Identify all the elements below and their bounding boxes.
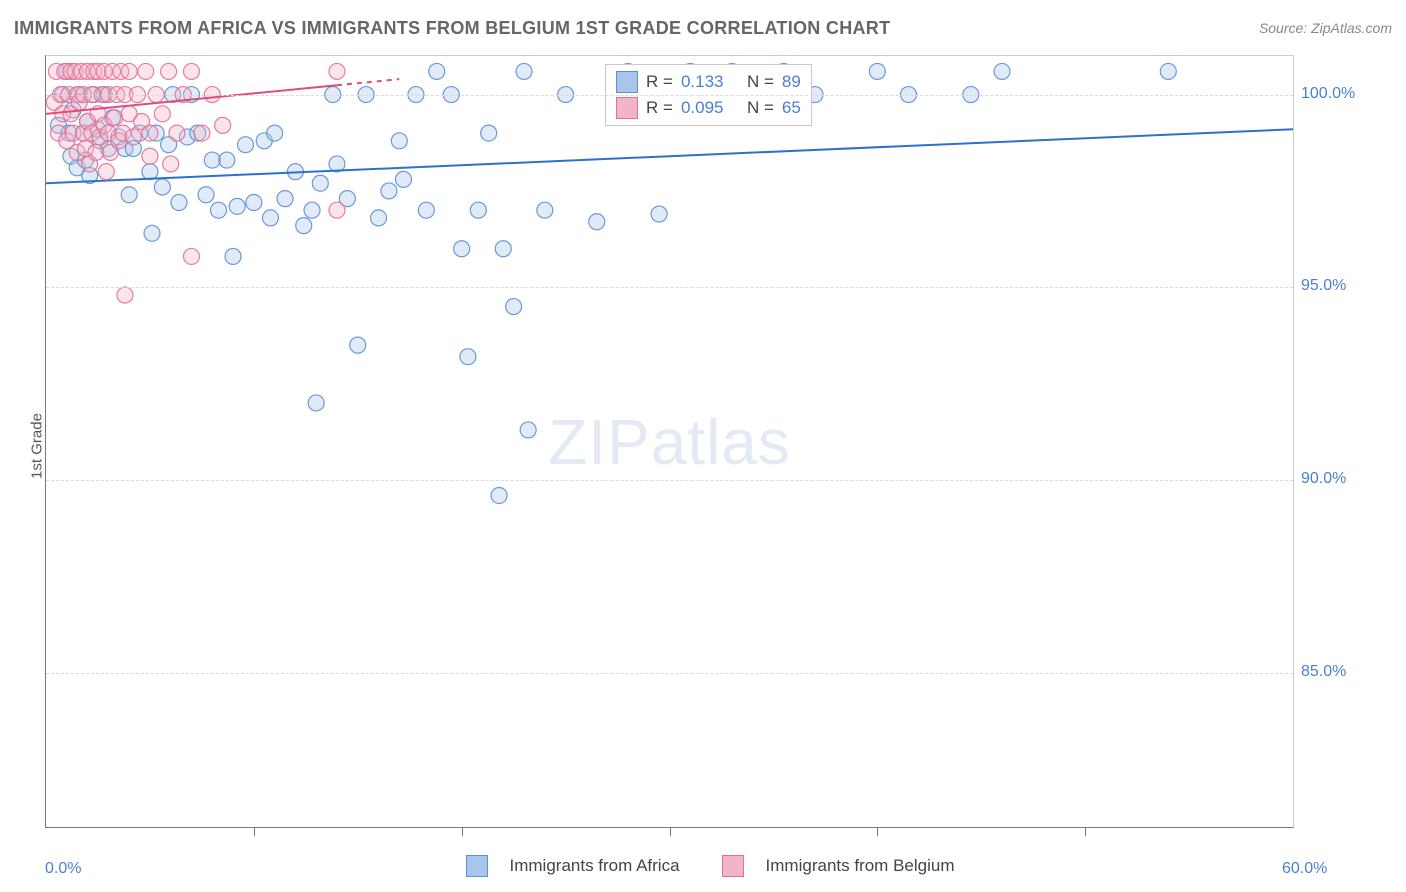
- scatter-plot-area: ZIPatlas R = 0.133N = 89R = 0.095N = 65 …: [45, 55, 1294, 828]
- data-point: [495, 241, 511, 257]
- data-point: [506, 299, 522, 315]
- data-point: [246, 194, 262, 210]
- data-point: [381, 183, 397, 199]
- data-point: [154, 106, 170, 122]
- data-point: [169, 125, 185, 141]
- data-point: [117, 287, 133, 303]
- data-point: [107, 110, 123, 126]
- data-point: [470, 202, 486, 218]
- data-point: [183, 63, 199, 79]
- y-tick-label: 95.0%: [1301, 277, 1389, 295]
- data-point: [183, 248, 199, 264]
- data-point: [1160, 63, 1176, 79]
- data-point: [651, 206, 667, 222]
- data-point: [869, 63, 885, 79]
- data-point: [211, 202, 227, 218]
- source-attribution: Source: ZipAtlas.com: [1259, 20, 1392, 36]
- data-point: [238, 137, 254, 153]
- y-axis-label: 1st Grade: [28, 413, 45, 479]
- y-tick-label: 85.0%: [1301, 663, 1389, 681]
- data-point: [418, 202, 434, 218]
- legend-item: Immigrants from Belgium: [708, 855, 955, 877]
- legend-swatch: [722, 855, 744, 877]
- trend-line: [337, 79, 399, 85]
- data-point: [429, 63, 445, 79]
- y-tick-label: 100.0%: [1301, 85, 1389, 103]
- data-point: [454, 241, 470, 257]
- data-point: [350, 337, 366, 353]
- data-point: [460, 349, 476, 365]
- data-point: [142, 148, 158, 164]
- data-point: [142, 125, 158, 141]
- legend-swatch: [616, 71, 638, 93]
- data-point: [154, 179, 170, 195]
- data-point: [371, 210, 387, 226]
- data-point: [121, 187, 137, 203]
- data-point: [88, 144, 104, 160]
- data-point: [481, 125, 497, 141]
- data-point: [98, 164, 114, 180]
- legend-item: Immigrants from Africa: [452, 855, 680, 877]
- data-point: [198, 187, 214, 203]
- data-point: [262, 210, 278, 226]
- data-point: [516, 63, 532, 79]
- data-point: [308, 395, 324, 411]
- y-tick-label: 90.0%: [1301, 470, 1389, 488]
- data-point: [395, 171, 411, 187]
- chart-title: IMMIGRANTS FROM AFRICA VS IMMIGRANTS FRO…: [14, 18, 890, 38]
- data-point: [994, 63, 1010, 79]
- data-point: [163, 156, 179, 172]
- series-legend: Immigrants from Africa Immigrants from Be…: [0, 855, 1406, 882]
- data-point: [138, 63, 154, 79]
- data-point: [329, 202, 345, 218]
- data-point: [125, 129, 141, 145]
- data-point: [312, 175, 328, 191]
- data-point: [142, 164, 158, 180]
- data-point: [277, 191, 293, 207]
- legend-swatch: [616, 97, 638, 119]
- data-point: [520, 422, 536, 438]
- data-point: [144, 225, 160, 241]
- data-point: [194, 125, 210, 141]
- data-point: [121, 63, 137, 79]
- data-point: [225, 248, 241, 264]
- data-point: [304, 202, 320, 218]
- legend-swatch: [466, 855, 488, 877]
- data-point: [204, 152, 220, 168]
- data-point: [296, 218, 312, 234]
- data-point: [391, 133, 407, 149]
- legend-row: R = 0.133N = 89: [616, 69, 801, 95]
- data-point: [537, 202, 553, 218]
- data-point: [161, 63, 177, 79]
- data-point: [589, 214, 605, 230]
- chart-svg: [46, 56, 1293, 827]
- data-point: [219, 152, 235, 168]
- data-point: [171, 194, 187, 210]
- data-point: [491, 487, 507, 503]
- data-point: [229, 198, 245, 214]
- data-point: [215, 117, 231, 133]
- legend-row: R = 0.095N = 65: [616, 95, 801, 121]
- data-point: [267, 125, 283, 141]
- data-point: [329, 63, 345, 79]
